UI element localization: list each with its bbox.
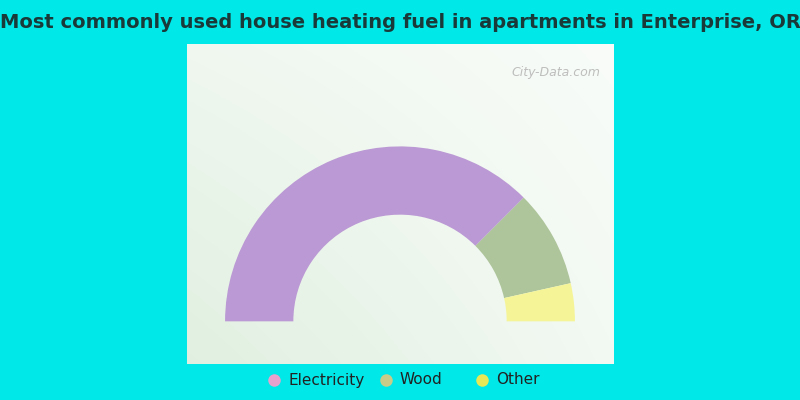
Text: City-Data.com: City-Data.com — [512, 66, 601, 79]
Text: Electricity: Electricity — [288, 372, 364, 388]
Wedge shape — [225, 146, 524, 321]
Text: Other: Other — [496, 372, 539, 388]
Text: Most commonly used house heating fuel in apartments in Enterprise, OR: Most commonly used house heating fuel in… — [0, 12, 800, 32]
Wedge shape — [475, 198, 570, 298]
Wedge shape — [504, 283, 575, 321]
Text: Wood: Wood — [400, 372, 442, 388]
